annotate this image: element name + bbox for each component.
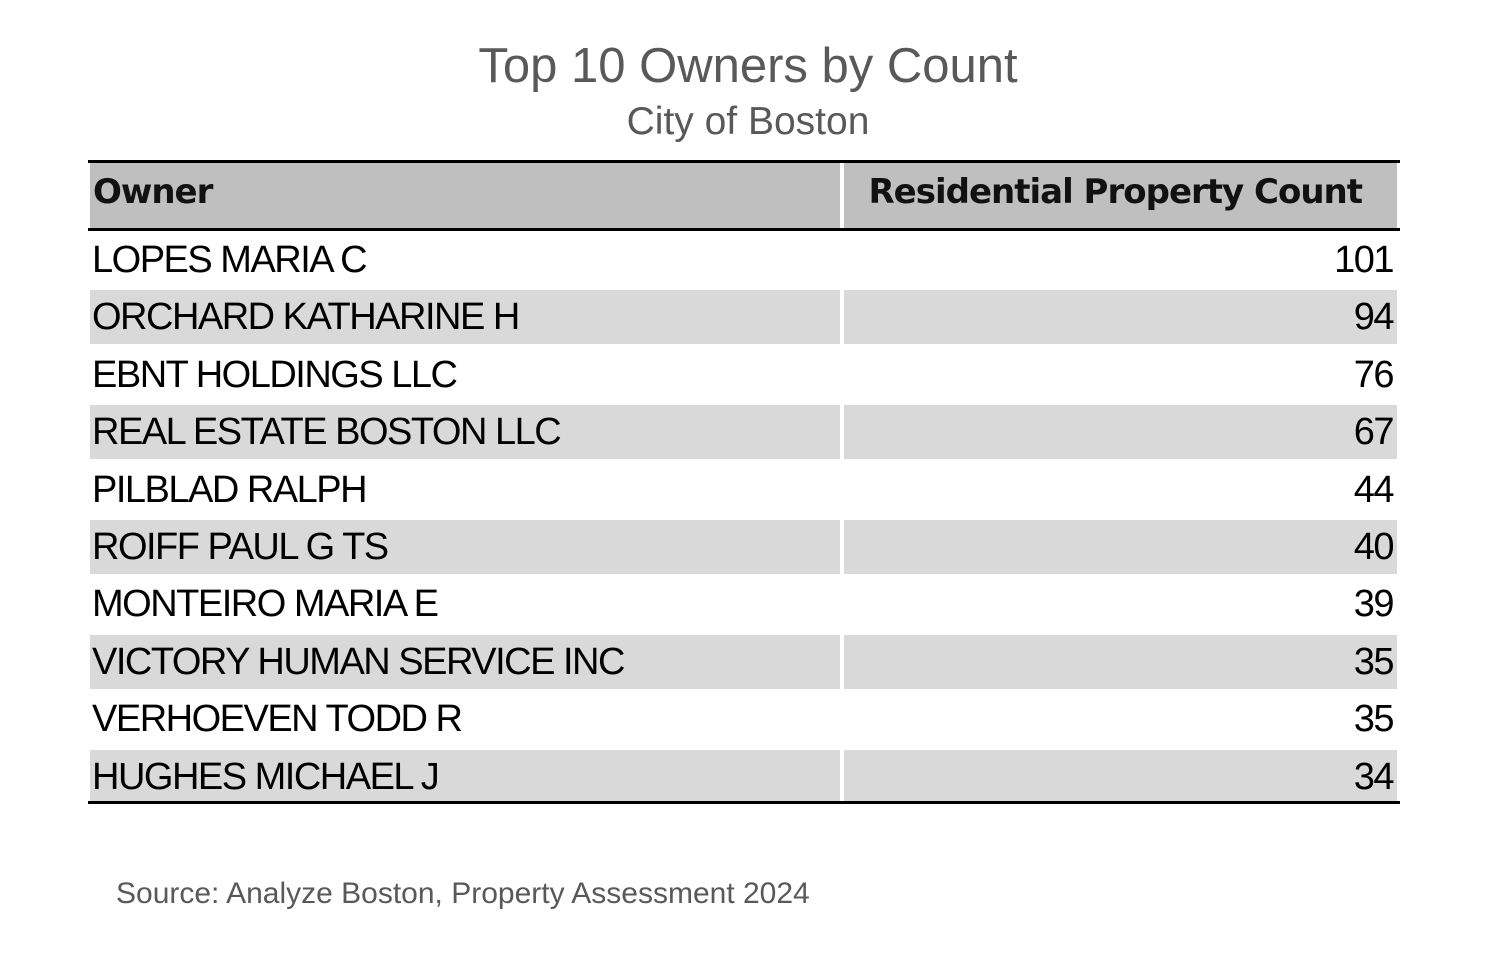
table-row: PILBLAD RALPH 44 bbox=[88, 461, 1400, 518]
table-row: MONTEIRO MARIA E 39 bbox=[88, 575, 1400, 632]
table-row: VERHOEVEN TODD R 35 bbox=[88, 690, 1400, 747]
count-cell: 94 bbox=[844, 290, 1397, 345]
count-cell: 35 bbox=[844, 634, 1397, 689]
table-header-row: Owner Residential Property Count bbox=[88, 163, 1400, 228]
table-row: HUGHES MICHAEL J 34 bbox=[88, 748, 1400, 805]
table-row: ROIFF PAUL G TS 40 bbox=[88, 518, 1400, 575]
owner-cell: MONTEIRO MARIA E bbox=[92, 583, 439, 626]
header-owner: Owner bbox=[90, 163, 840, 228]
table-bottom-rule bbox=[88, 801, 1400, 804]
table-row: EBNT HOLDINGS LLC 76 bbox=[88, 346, 1400, 403]
table-row: LOPES MARIA C 101 bbox=[88, 231, 1400, 288]
source-note: Source: Analyze Boston, Property Assessm… bbox=[116, 877, 810, 910]
count-cell: 39 bbox=[1353, 583, 1395, 626]
table-body: LOPES MARIA C 101 ORCHARD KATHARINE H 94 EBN… bbox=[88, 231, 1400, 805]
owner-cell: REAL ESTATE BOSTON LLC bbox=[90, 405, 840, 460]
table-header-rule bbox=[88, 228, 1400, 231]
header-count: Residential Property Count bbox=[844, 163, 1397, 228]
table-row: ORCHARD KATHARINE H 94 bbox=[88, 288, 1400, 345]
count-cell: 35 bbox=[1353, 698, 1395, 741]
owner-cell: PILBLAD RALPH bbox=[92, 468, 368, 511]
owner-cell: ROIFF PAUL G TS bbox=[90, 519, 840, 574]
table-row: REAL ESTATE BOSTON LLC 67 bbox=[88, 403, 1400, 460]
table-row: VICTORY HUMAN SERVICE INC 35 bbox=[88, 633, 1400, 690]
owner-cell: LOPES MARIA C bbox=[92, 239, 368, 281]
count-cell: 67 bbox=[844, 405, 1397, 460]
owner-cell: EBNT HOLDINGS LLC bbox=[92, 353, 458, 396]
count-cell: 44 bbox=[1353, 468, 1395, 511]
count-cell: 76 bbox=[1353, 353, 1395, 396]
chart-subtitle: City of Boston bbox=[626, 100, 870, 143]
count-cell: 34 bbox=[844, 749, 1397, 804]
chart-title: Top 10 Owners by Count bbox=[478, 39, 1018, 93]
owner-cell: HUGHES MICHAEL J bbox=[90, 749, 840, 804]
count-cell: 101 bbox=[1334, 239, 1394, 281]
owner-cell: ORCHARD KATHARINE H bbox=[90, 290, 840, 345]
owner-cell: VICTORY HUMAN SERVICE INC bbox=[90, 634, 840, 689]
owner-cell: VERHOEVEN TODD R bbox=[92, 698, 463, 741]
count-cell: 40 bbox=[844, 519, 1397, 574]
table-top-rule bbox=[88, 160, 1400, 163]
